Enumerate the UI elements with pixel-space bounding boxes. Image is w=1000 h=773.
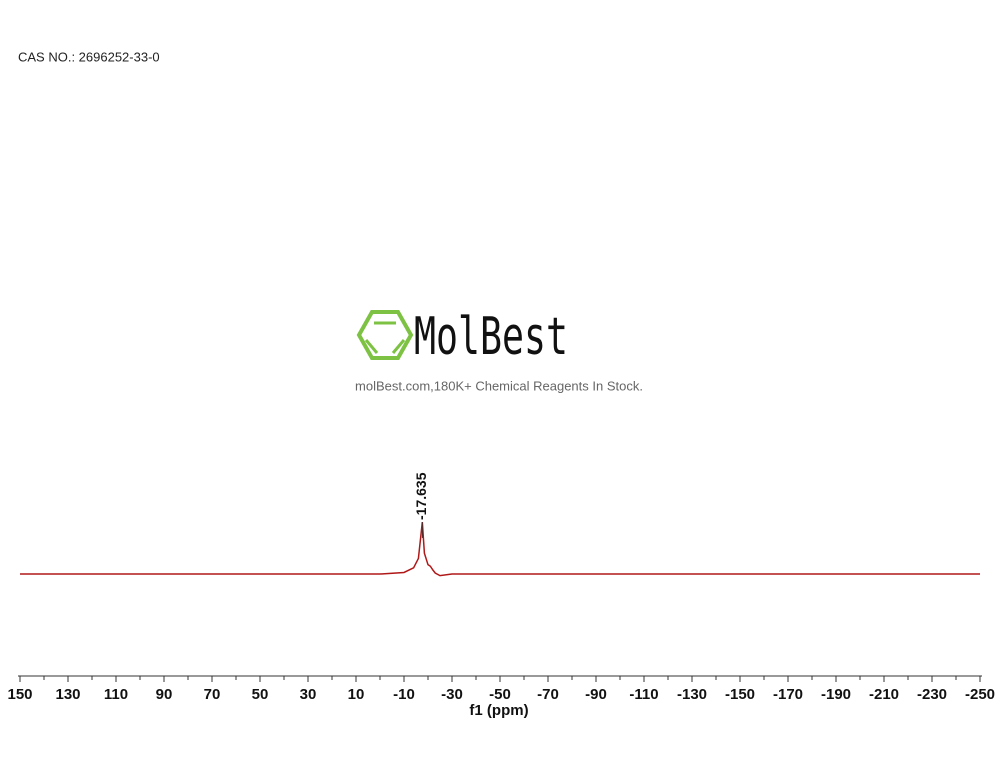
x-tick-label: 70: [204, 686, 221, 703]
x-tick-label: -230: [917, 686, 947, 703]
x-tick-label: 130: [55, 686, 80, 703]
watermark-logo-icon: [356, 310, 414, 360]
x-tick-label: -110: [629, 686, 658, 703]
x-tick-label: -150: [725, 686, 755, 703]
cas-number: CAS NO.: 2696252-33-0: [18, 49, 160, 64]
x-tick-label: -50: [489, 686, 511, 703]
x-axis-label: f1 (ppm): [469, 702, 528, 719]
x-tick-label: -10: [393, 686, 415, 703]
x-tick-label: 150: [7, 686, 32, 703]
x-tick-label: -90: [585, 686, 607, 703]
watermark-text: molBest.com,180K+ Chemical Reagents In S…: [355, 378, 643, 393]
x-tick-label: -250: [965, 686, 995, 703]
x-tick-label: 110: [104, 686, 128, 703]
watermark-logo: MolBest: [414, 307, 568, 367]
peak-label: -17.635: [413, 472, 429, 520]
spectrum-line: [20, 521, 980, 577]
x-tick-label: 10: [348, 686, 365, 703]
x-tick-label: 50: [252, 686, 269, 703]
x-tick-label: -130: [677, 686, 707, 703]
x-tick-label: -70: [537, 686, 559, 703]
x-tick-label: 30: [300, 686, 317, 703]
x-tick-label: -190: [821, 686, 851, 703]
x-tick-label: -210: [869, 686, 899, 703]
x-tick-label: -170: [773, 686, 803, 703]
x-tick-label: -30: [441, 686, 463, 703]
x-tick-label: 90: [156, 686, 173, 703]
